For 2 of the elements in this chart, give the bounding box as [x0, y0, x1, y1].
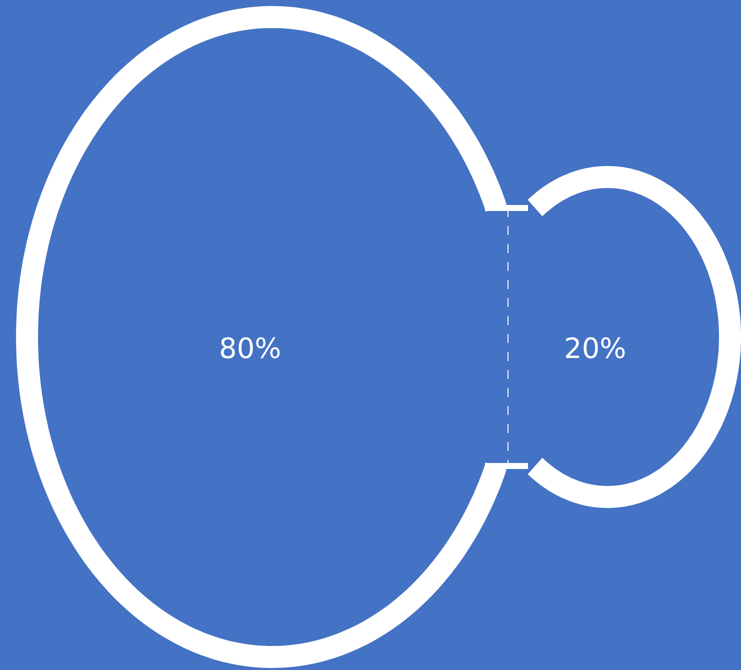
data-label: 80% — [219, 332, 282, 365]
data-label: 20% — [564, 332, 626, 365]
